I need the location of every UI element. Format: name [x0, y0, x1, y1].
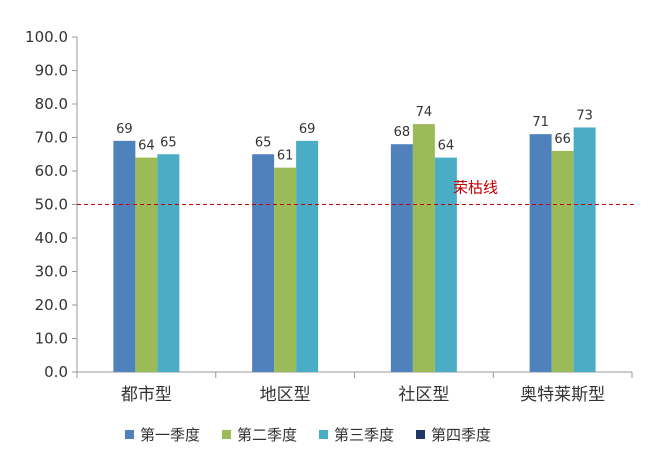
legend-swatch	[319, 430, 329, 439]
y-tick-label: 90.0	[35, 62, 68, 80]
bar	[412, 124, 435, 372]
y-tick-label: 50.0	[35, 196, 68, 214]
data-label: 71	[532, 115, 549, 130]
legend-item: 第四季度	[416, 424, 491, 445]
y-tick-label: 20.0	[35, 296, 68, 314]
data-label: 64	[138, 139, 155, 154]
legend-label: 第四季度	[431, 426, 492, 444]
bar	[573, 127, 596, 372]
y-tick-label: 70.0	[35, 129, 68, 147]
x-tick-label: 奥特莱斯型	[520, 385, 605, 405]
y-tick-label: 100.0	[25, 28, 68, 46]
y-tick-label: 80.0	[35, 95, 68, 113]
legend-item: 第二季度	[222, 424, 297, 445]
data-label: 61	[277, 149, 294, 164]
legend-swatch	[416, 430, 426, 439]
reference-line-label: 荣枯线	[453, 179, 498, 197]
bar	[390, 144, 413, 372]
data-label: 74	[416, 105, 433, 120]
bar	[113, 140, 136, 372]
data-label: 65	[255, 135, 272, 150]
legend-item: 第一季度	[125, 424, 200, 445]
data-label: 66	[554, 132, 571, 147]
data-label: 69	[299, 122, 316, 137]
data-label: 73	[576, 108, 593, 123]
x-tick-label: 社区型	[398, 385, 449, 405]
legend-label: 第一季度	[140, 426, 201, 444]
bar	[529, 134, 552, 372]
bar	[274, 167, 297, 372]
bar	[157, 154, 180, 372]
data-label: 69	[116, 122, 133, 137]
bar	[252, 154, 275, 372]
legend-label: 第三季度	[334, 426, 395, 444]
y-tick-label: 30.0	[35, 263, 68, 281]
y-tick-label: 0.0	[44, 363, 68, 381]
legend-swatch	[125, 430, 134, 439]
x-tick-label: 都市型	[121, 385, 172, 405]
legend-item: 第三季度	[319, 424, 394, 445]
legend-swatch	[222, 430, 232, 439]
data-label: 65	[160, 135, 177, 150]
bar	[434, 157, 457, 372]
bar	[296, 140, 319, 372]
bar	[135, 157, 158, 372]
y-tick-label: 10.0	[35, 330, 68, 348]
data-label: 68	[394, 125, 411, 140]
data-label: 64	[438, 139, 455, 154]
legend-label: 第二季度	[237, 426, 298, 444]
y-tick-label: 60.0	[35, 162, 68, 180]
y-tick-label: 40.0	[35, 229, 68, 247]
x-tick-label: 地区型	[260, 385, 311, 405]
chart-legend: 第一季度 第二季度 第三季度 第四季度	[125, 424, 491, 445]
bar	[551, 150, 574, 372]
